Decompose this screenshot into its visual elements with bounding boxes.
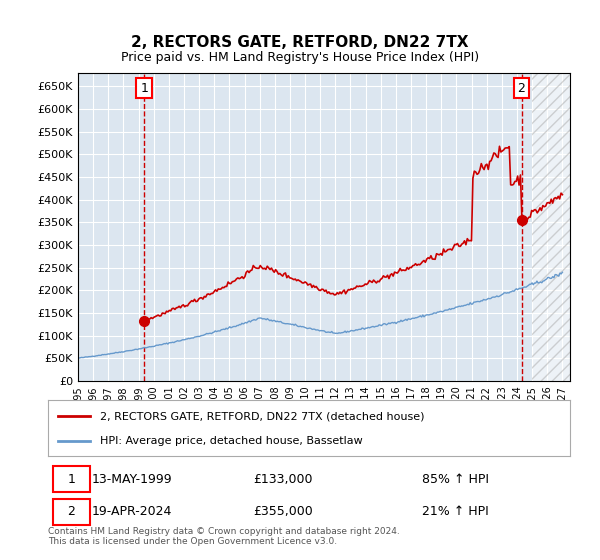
FancyBboxPatch shape <box>53 466 90 492</box>
Bar <box>532 73 570 381</box>
Text: 13-MAY-1999: 13-MAY-1999 <box>91 473 172 486</box>
Text: 19-APR-2024: 19-APR-2024 <box>91 506 172 519</box>
Text: £355,000: £355,000 <box>253 506 313 519</box>
Text: Contains HM Land Registry data © Crown copyright and database right 2024.
This d: Contains HM Land Registry data © Crown c… <box>48 526 400 546</box>
Text: 1: 1 <box>68 473 76 486</box>
Text: 2: 2 <box>68 506 76 519</box>
Text: Price paid vs. HM Land Registry's House Price Index (HPI): Price paid vs. HM Land Registry's House … <box>121 52 479 64</box>
Text: 2, RECTORS GATE, RETFORD, DN22 7TX (detached house): 2, RECTORS GATE, RETFORD, DN22 7TX (deta… <box>100 411 425 421</box>
Text: 2, RECTORS GATE, RETFORD, DN22 7TX: 2, RECTORS GATE, RETFORD, DN22 7TX <box>131 35 469 50</box>
Text: 2: 2 <box>518 82 526 95</box>
Text: 1: 1 <box>140 82 148 95</box>
Text: HPI: Average price, detached house, Bassetlaw: HPI: Average price, detached house, Bass… <box>100 436 363 446</box>
FancyBboxPatch shape <box>53 500 90 525</box>
Text: £133,000: £133,000 <box>253 473 313 486</box>
Text: 85% ↑ HPI: 85% ↑ HPI <box>422 473 488 486</box>
Text: 21% ↑ HPI: 21% ↑ HPI <box>422 506 488 519</box>
